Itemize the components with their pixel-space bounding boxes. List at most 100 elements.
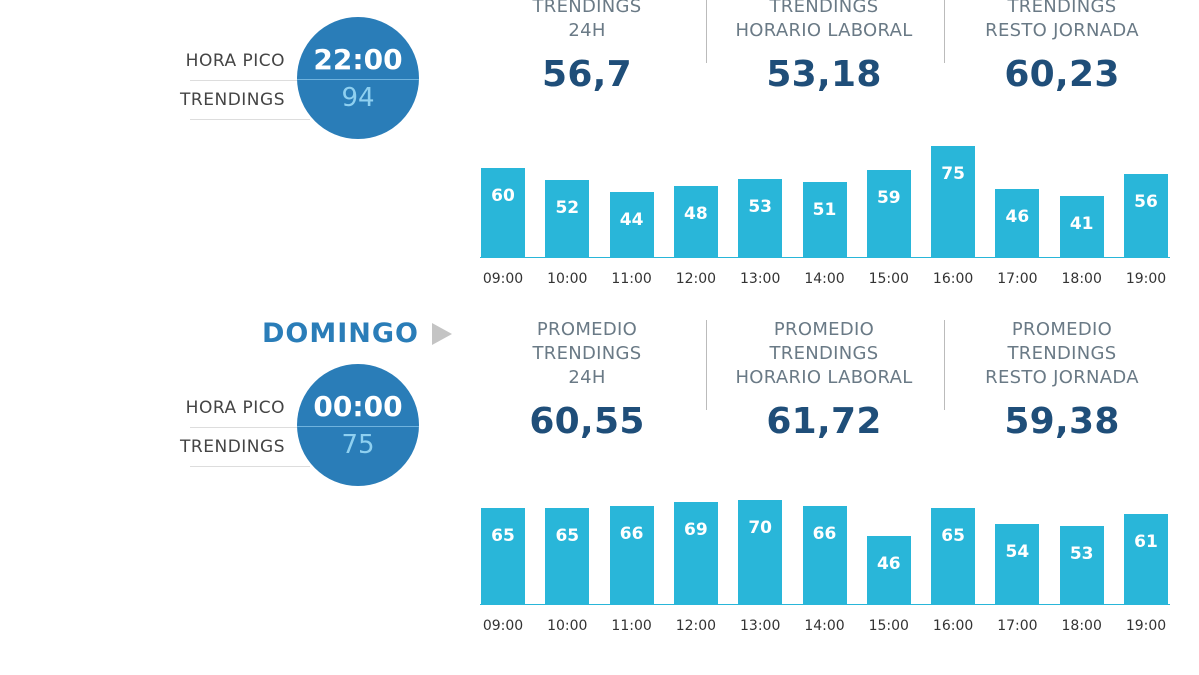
peak-circle: 00:00 75 — [297, 364, 419, 486]
bar-data-label: 60 — [491, 186, 515, 207]
bar-data-label: 53 — [748, 196, 773, 217]
stat-column: PROMEDIO TRENDINGS 24H 60,55 — [468, 318, 706, 442]
x-tick-label: 11:00 — [611, 618, 652, 634]
bar-data-label: 52 — [555, 198, 580, 219]
peak-hour-label: HORA PICO — [185, 398, 285, 418]
bar-data-label: 65 — [941, 525, 965, 546]
stat-label-line: 24H — [568, 367, 606, 388]
stat-label-line: TRENDINGS — [532, 0, 642, 17]
bar-data-label: 65 — [491, 525, 515, 546]
x-tick-label: 15:00 — [868, 271, 909, 287]
bar-data-label: 51 — [812, 199, 837, 220]
divider — [190, 427, 310, 428]
stat-label-line: PROMEDIO — [536, 319, 638, 340]
play-arrow-icon — [432, 323, 452, 345]
bar: 46 — [866, 535, 911, 604]
bar: 70 — [738, 500, 783, 604]
stat-value: 61,72 — [766, 401, 882, 442]
stat-label-line: TRENDINGS — [1007, 0, 1117, 17]
stat-column: TRENDINGS RESTO JORNADA 60,23 — [943, 0, 1181, 95]
x-tick-label: 16:00 — [932, 271, 974, 287]
divider — [190, 80, 310, 81]
bar: 66 — [802, 506, 847, 604]
stat-label-line: RESTO JORNADA — [985, 367, 1139, 388]
x-tick-label: 10:00 — [547, 271, 588, 287]
stat-label-line: RESTO JORNADA — [985, 20, 1139, 41]
bar-data-label: 65 — [555, 525, 580, 546]
bar: 54 — [995, 524, 1040, 604]
bar: 65 — [545, 507, 590, 604]
bar-data-label: 66 — [812, 524, 837, 545]
stat-column: PROMEDIO TRENDINGS HORARIO LABORAL 61,72 — [705, 318, 943, 442]
bar: 61 — [1124, 513, 1168, 604]
stat-value: 60,23 — [1004, 54, 1120, 95]
bar: 41 — [1059, 196, 1104, 257]
x-tick-label: 16:00 — [932, 618, 974, 634]
divider — [297, 426, 419, 427]
x-tick-label: 12:00 — [675, 618, 717, 634]
bar-data-label: 56 — [1134, 192, 1158, 213]
stat-label-line: PROMEDIO — [773, 319, 875, 340]
bar-data-label: 48 — [684, 203, 708, 224]
peak-hour-value: 22:00 — [313, 43, 403, 76]
x-tick-label: 15:00 — [868, 618, 909, 634]
x-tick-label: 17:00 — [997, 271, 1038, 287]
day-title: DOMINGO — [262, 318, 419, 349]
bar-data-label: 70 — [748, 518, 773, 539]
peak-circle: 22:00 94 — [297, 17, 419, 139]
stat-value: 56,7 — [541, 54, 633, 95]
bar-data-label: 46 — [876, 553, 901, 574]
bar-data-label: 53 — [1069, 543, 1094, 564]
divider — [190, 119, 310, 120]
x-tick-label: 12:00 — [675, 271, 717, 287]
stat-label-line: TRENDINGS — [769, 0, 879, 17]
bar-data-label: 69 — [684, 519, 708, 540]
bar-data-label: 59 — [876, 187, 901, 208]
bar: 59 — [866, 169, 911, 257]
stat-label-line: TRENDINGS — [1007, 343, 1117, 364]
x-tick-label: 10:00 — [547, 618, 588, 634]
stat-label-line: PROMEDIO — [1011, 319, 1113, 340]
divider — [190, 466, 310, 467]
column-divider — [706, 320, 707, 410]
bar: 60 — [481, 168, 525, 257]
peak-trendings-label: TRENDINGS — [180, 90, 285, 110]
x-tick-label: 09:00 — [482, 618, 524, 634]
bar: 66 — [609, 506, 654, 604]
bar: 51 — [802, 181, 847, 257]
bar: 65 — [481, 507, 525, 604]
bar: 53 — [1059, 525, 1104, 604]
x-tick-label: 11:00 — [611, 271, 652, 287]
x-tick-label: 13:00 — [740, 271, 781, 287]
column-divider — [944, 0, 945, 63]
stat-label-line: HORARIO LABORAL — [735, 20, 913, 41]
stat-column: TRENDINGS HORARIO LABORAL 53,18 — [705, 0, 943, 95]
stat-label-line: TRENDINGS — [769, 343, 879, 364]
stat-value: 53,18 — [766, 54, 882, 95]
chart-baseline — [480, 604, 1170, 605]
x-tick-label: 18:00 — [1061, 271, 1102, 287]
bar: 46 — [995, 188, 1040, 257]
bar: 48 — [673, 185, 718, 257]
stat-label-line: TRENDINGS — [532, 343, 642, 364]
bar: 75 — [931, 146, 976, 257]
peak-hour-value: 00:00 — [313, 390, 403, 423]
bar-data-label: 44 — [619, 209, 644, 230]
x-tick-label: 13:00 — [740, 618, 781, 634]
x-tick-label: 19:00 — [1125, 271, 1167, 287]
bar: 69 — [673, 501, 718, 604]
stat-column: PROMEDIO TRENDINGS RESTO JORNADA 59,38 — [943, 318, 1181, 442]
x-tick-label: 09:00 — [482, 271, 524, 287]
day-section: HORA PICO TRENDINGS 22:00 94 TRENDINGS 24… — [0, 0, 1199, 303]
bar: 53 — [738, 178, 783, 257]
peak-trendings-label: TRENDINGS — [180, 437, 285, 457]
x-tick-label: 18:00 — [1061, 618, 1102, 634]
bar: 52 — [545, 180, 590, 257]
stat-value: 59,38 — [1004, 401, 1120, 442]
bar-data-label: 54 — [1005, 542, 1030, 563]
peak-hour-label: HORA PICO — [185, 51, 285, 71]
stat-value: 60,55 — [529, 401, 645, 442]
day-section: DOMINGO HORA PICO TRENDINGS 00:00 75 PRO… — [0, 310, 1199, 650]
x-tick-label: 19:00 — [1125, 618, 1167, 634]
peak-trendings-value: 75 — [341, 430, 375, 460]
